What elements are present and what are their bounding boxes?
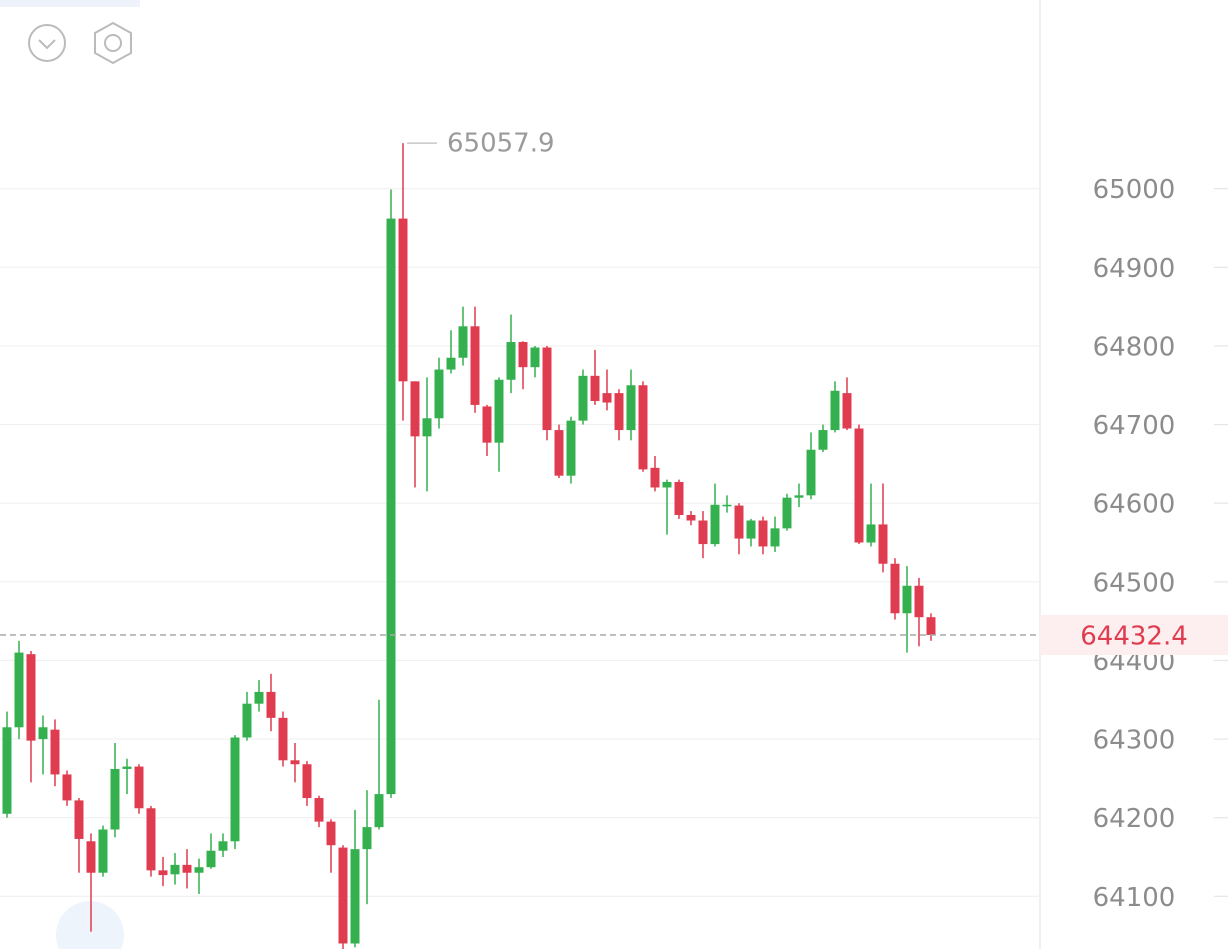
candle-body [578,375,588,421]
candle-body [758,520,768,547]
candle-body [446,357,456,370]
candle-body [206,850,216,868]
y-tick-label: 64200 [1093,804,1176,834]
candle-body [230,737,240,842]
candle-body [266,691,276,718]
candle-body [566,420,576,476]
candle-body [398,218,408,382]
candle-body [710,504,720,545]
candle-body [218,841,228,851]
candle-body [866,524,876,543]
candle-body [410,381,420,437]
candle-body [182,864,192,873]
candle-body [614,393,624,431]
y-tick-label: 65000 [1093,175,1176,205]
y-tick-label: 64100 [1093,883,1176,913]
candle-body [362,827,372,850]
candle-body [290,760,300,765]
candle-body [914,585,924,618]
scroll-button[interactable] [56,901,124,949]
y-tick-label: 64800 [1093,332,1176,362]
candle-body [170,864,180,875]
candle-body [14,652,24,728]
candle-body [770,528,780,547]
candle-body [662,481,672,488]
settings-button[interactable] [94,21,132,65]
candle-body [698,520,708,545]
y-tick-label: 64300 [1093,726,1176,756]
y-tick-label: 64700 [1093,411,1176,441]
candle-body [878,524,888,564]
candle-body [554,430,564,476]
candle-body [890,563,900,614]
y-tick-label: 64500 [1093,568,1176,598]
last-price-box [1040,614,1228,655]
y-tick-label: 64600 [1093,490,1176,520]
candle-body [842,393,852,429]
candle-body [314,798,324,822]
candle-body [602,393,612,403]
candle-body [278,717,288,761]
candle-body [98,829,108,873]
candle-body [434,369,444,419]
candle-body [830,390,840,431]
candle-body [146,808,156,871]
candle-body [386,218,396,795]
candle-body [590,375,600,401]
candle-body [38,727,48,740]
candle-body [782,497,792,529]
last-price-label: 64432.4 [1080,621,1188,651]
high-marker-label: 65057.9 [447,129,555,159]
candle-body [134,766,144,809]
tab-strip [0,0,140,7]
candle-body [242,703,252,738]
candle-body [638,385,648,470]
candle-body [302,764,312,799]
candle-body [674,481,684,515]
candle-body [326,821,336,846]
candle-body [74,800,84,839]
candle-body [794,495,804,498]
candle-body [158,870,168,876]
y-tick-label: 64900 [1093,254,1176,284]
candle-body [194,867,204,873]
candle-body [26,654,36,741]
collapse-button[interactable] [28,24,66,62]
candle-body [2,727,12,814]
candle-body [626,385,636,431]
candle-body [686,514,696,521]
candle-body [350,849,360,944]
candle-body [86,841,96,873]
candle-body [734,505,744,539]
candle-body [482,406,492,443]
candle-body [506,342,516,380]
candle-body [650,467,660,488]
candle-body [470,326,480,405]
candle-body [62,774,72,801]
candle-body [50,729,60,775]
candle-body [542,347,552,431]
candle-body [338,847,348,944]
candle-body [494,379,504,443]
candle-body [926,617,936,635]
candle-body [422,418,432,437]
candle-body [902,585,912,614]
candle-body [722,504,732,507]
candle-body [854,428,864,543]
candle-body [110,768,120,830]
candle-body [818,430,828,450]
candle-body [374,794,384,828]
candle-body [458,326,468,358]
candle-body [122,766,132,769]
candle-body [806,449,816,496]
candle-body [254,691,264,704]
candle-body [518,342,528,368]
candle-body [530,347,540,368]
candle-body [746,520,756,539]
